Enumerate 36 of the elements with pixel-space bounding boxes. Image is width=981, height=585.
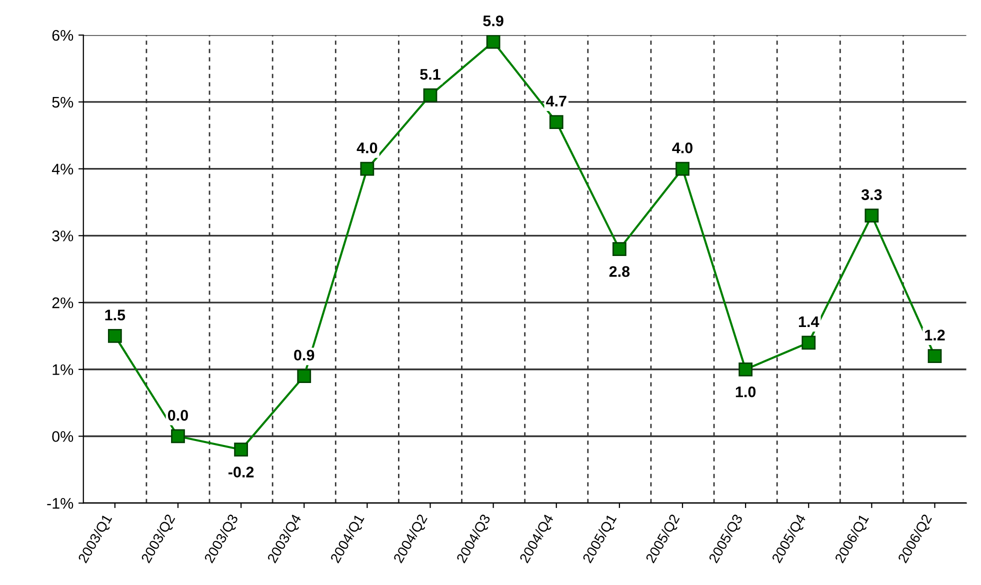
data-label: 4.0	[672, 142, 692, 154]
data-label: 1.4	[798, 316, 820, 327]
point	[676, 162, 690, 176]
point	[297, 369, 312, 384]
point	[108, 329, 122, 343]
data-label: 1.5	[105, 310, 126, 320]
point	[612, 242, 626, 256]
data-label: 1.2	[925, 330, 945, 340]
y-tick-label: 6%	[52, 30, 74, 41]
point	[738, 362, 753, 376]
data-label: 5.9	[483, 15, 504, 26]
data-label: 1.0	[736, 386, 756, 398]
data-label: 0.9	[294, 350, 314, 361]
point	[171, 429, 185, 444]
point	[802, 336, 816, 350]
point	[549, 115, 564, 129]
data-label: 4.0	[356, 142, 378, 154]
point	[486, 35, 500, 49]
point	[928, 349, 942, 363]
point	[423, 88, 438, 102]
y-tick-label: 1%	[52, 364, 74, 376]
point	[360, 162, 374, 176]
y-tick-label: 4%	[52, 164, 74, 174]
y-tick-label: 0%	[52, 431, 74, 442]
y-tick-label: 3%	[52, 230, 74, 242]
point	[234, 442, 248, 457]
data-label: 0.0	[168, 410, 188, 421]
y-tick-label: 2%	[52, 297, 74, 308]
y-tick-label: 5%	[52, 96, 74, 108]
data-label: 4.7	[546, 96, 566, 106]
data-label: 3.3	[861, 189, 882, 200]
data-label: -0.2	[228, 466, 254, 478]
data-label: 5.1	[420, 69, 440, 80]
data-label: 2.8	[609, 266, 630, 277]
point	[864, 208, 879, 223]
y-tick-label: -1%	[47, 498, 74, 509]
